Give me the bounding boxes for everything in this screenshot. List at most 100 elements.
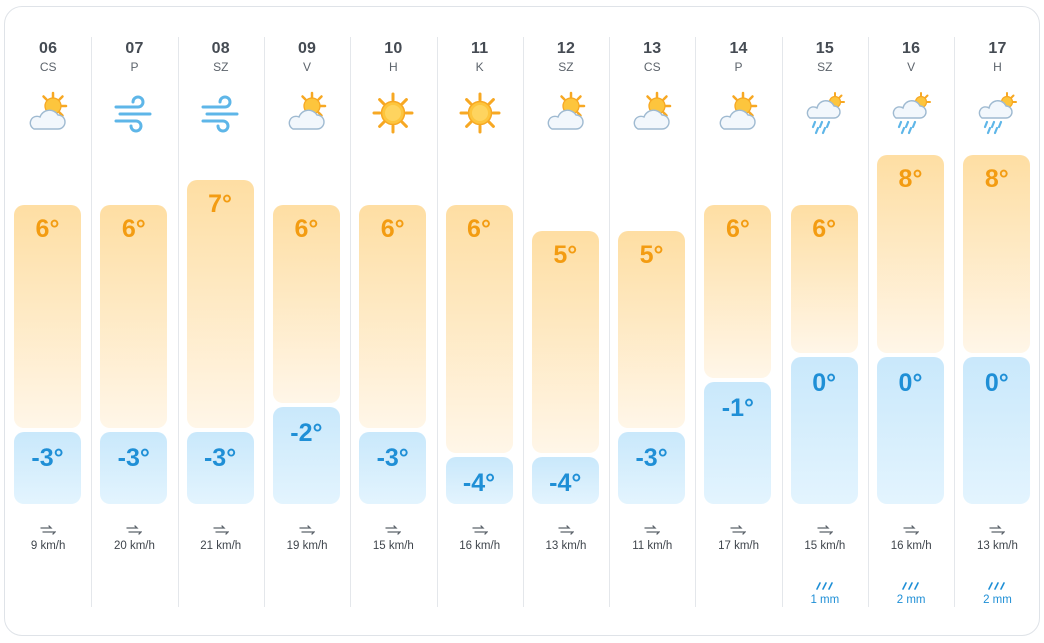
wind-icon <box>112 91 156 135</box>
temp-min-label: -3° <box>31 444 64 473</box>
temp-max-bar: 8° <box>877 155 944 353</box>
wind-icon <box>385 523 402 535</box>
sun-icon <box>371 91 415 135</box>
column-divider <box>177 37 179 607</box>
temp-max-label: 5° <box>553 240 578 269</box>
day-column: 15 SZ 6° 0° 15 km/h 1 mm <box>782 7 868 637</box>
rain-icon <box>901 577 921 590</box>
wind-icon <box>126 523 143 535</box>
column-divider <box>954 37 956 607</box>
wind-icon <box>199 91 243 135</box>
precipitation-amount: 2 mm <box>983 594 1012 606</box>
day-date: 11 <box>470 40 489 57</box>
wind-speed: 9 km/h <box>30 540 66 552</box>
day-of-week: SZ <box>817 60 833 74</box>
wind-icon <box>989 523 1006 535</box>
day-date: 16 <box>902 40 921 57</box>
wind-speed: 21 km/h <box>200 540 242 552</box>
column-divider <box>868 37 869 607</box>
day-date: 17 <box>988 40 1007 57</box>
temp-min-label: 0° <box>898 368 923 397</box>
day-column: 10 H 6° -3° 15 km/h <box>350 7 436 637</box>
wind-speed: 19 km/h <box>286 540 328 552</box>
day-date: 15 <box>815 40 834 57</box>
precipitation-amount: 1 mm <box>810 594 840 606</box>
day-column: 16 V 8° 0° 16 km/h 2 mm <box>868 7 954 637</box>
temp-min-label: -2° <box>290 419 323 447</box>
column-divider <box>350 37 352 607</box>
column-divider <box>609 37 611 607</box>
temp-min-bar: -1° <box>704 381 772 504</box>
day-of-week: V <box>907 60 916 74</box>
temp-min-bar: -3° <box>618 432 686 504</box>
temp-min-bar: -4° <box>445 457 513 504</box>
partly-cloudy-icon <box>716 91 760 135</box>
day-of-week: CS <box>39 60 57 74</box>
day-column: 17 H 8° 0° 13 km/h 2 mm <box>954 7 1040 637</box>
column-divider <box>781 37 783 607</box>
wind-icon <box>299 523 316 535</box>
temp-max-label: 7° <box>208 190 233 219</box>
temp-max-bar: 7° <box>186 180 254 429</box>
wind-icon <box>471 523 489 535</box>
day-of-week: SZ <box>558 60 574 74</box>
temp-min-label: 0° <box>812 368 837 397</box>
rain-icon <box>815 577 835 590</box>
forecast-columns: 06 CS 6° -3° 9 km/h 07 P 6° -3° 20 km/h 08 SZ 7° -3° 2… <box>5 7 1041 637</box>
partly-cloudy-icon <box>544 91 588 135</box>
temp-max-label: 6° <box>35 215 60 244</box>
wind-speed: 16 km/h <box>459 540 501 552</box>
day-column: 11 K 6° -4° 16 km/h <box>437 7 523 637</box>
wind-speed: 15 km/h <box>372 540 414 552</box>
day-column: 07 P 6° -3° 20 km/h <box>91 7 177 637</box>
temp-max-bar: 5° <box>531 230 599 454</box>
day-date: 10 <box>384 40 403 57</box>
partly-cloudy-icon <box>285 91 329 135</box>
day-of-week: SZ <box>213 60 229 74</box>
temp-min-bar: -3° <box>100 432 168 504</box>
column-divider <box>695 37 697 607</box>
wind-icon <box>40 523 57 535</box>
temp-max-label: 6° <box>121 215 146 244</box>
column-divider <box>91 37 93 607</box>
day-date: 08 <box>211 40 230 57</box>
partly-cloudy-icon <box>630 91 674 135</box>
temp-max-bar: 6° <box>100 205 168 429</box>
temp-min-label: 0° <box>984 368 1009 397</box>
day-date: 06 <box>39 40 58 57</box>
temp-max-bar: 6° <box>359 205 427 429</box>
temp-min-bar: -4° <box>531 457 599 504</box>
temp-min-bar: -3° <box>186 432 254 504</box>
rain-cloud-icon <box>889 91 933 135</box>
column-divider <box>263 37 265 607</box>
day-date: 09 <box>297 40 317 57</box>
wind-icon <box>558 523 575 535</box>
partly-cloudy-icon <box>26 91 70 135</box>
temp-max-bar: 6° <box>272 205 340 403</box>
temp-min-bar: -3° <box>359 432 427 504</box>
day-column: 14 P 6° -1° 17 km/h <box>695 7 781 637</box>
wind-speed: 17 km/h <box>718 540 759 552</box>
day-of-week: CS <box>643 60 661 74</box>
day-date: 07 <box>125 40 144 57</box>
temp-max-label: 8° <box>984 165 1009 193</box>
temp-min-bar: 0° <box>790 356 858 504</box>
wind-icon <box>644 523 661 535</box>
temp-min-bar: -3° <box>14 432 81 504</box>
temp-max-bar: 5° <box>618 230 686 429</box>
temp-max-label: 8° <box>898 165 923 193</box>
temp-max-label: 6° <box>380 215 405 244</box>
day-date: 13 <box>643 40 662 57</box>
temp-min-bar: 0° <box>963 356 1031 504</box>
wind-speed: 11 km/h <box>632 540 673 552</box>
temp-min-label: -3° <box>203 444 237 473</box>
day-of-week: K <box>475 60 484 74</box>
day-of-week: P <box>734 60 743 74</box>
temp-max-bar: 6° <box>704 205 772 378</box>
day-date: 14 <box>729 40 748 57</box>
wind-icon <box>903 523 920 535</box>
rain-icon <box>987 577 1007 590</box>
temp-min-bar: 0° <box>877 356 944 504</box>
day-of-week: H <box>993 60 1002 74</box>
temp-max-label: 6° <box>467 215 491 244</box>
